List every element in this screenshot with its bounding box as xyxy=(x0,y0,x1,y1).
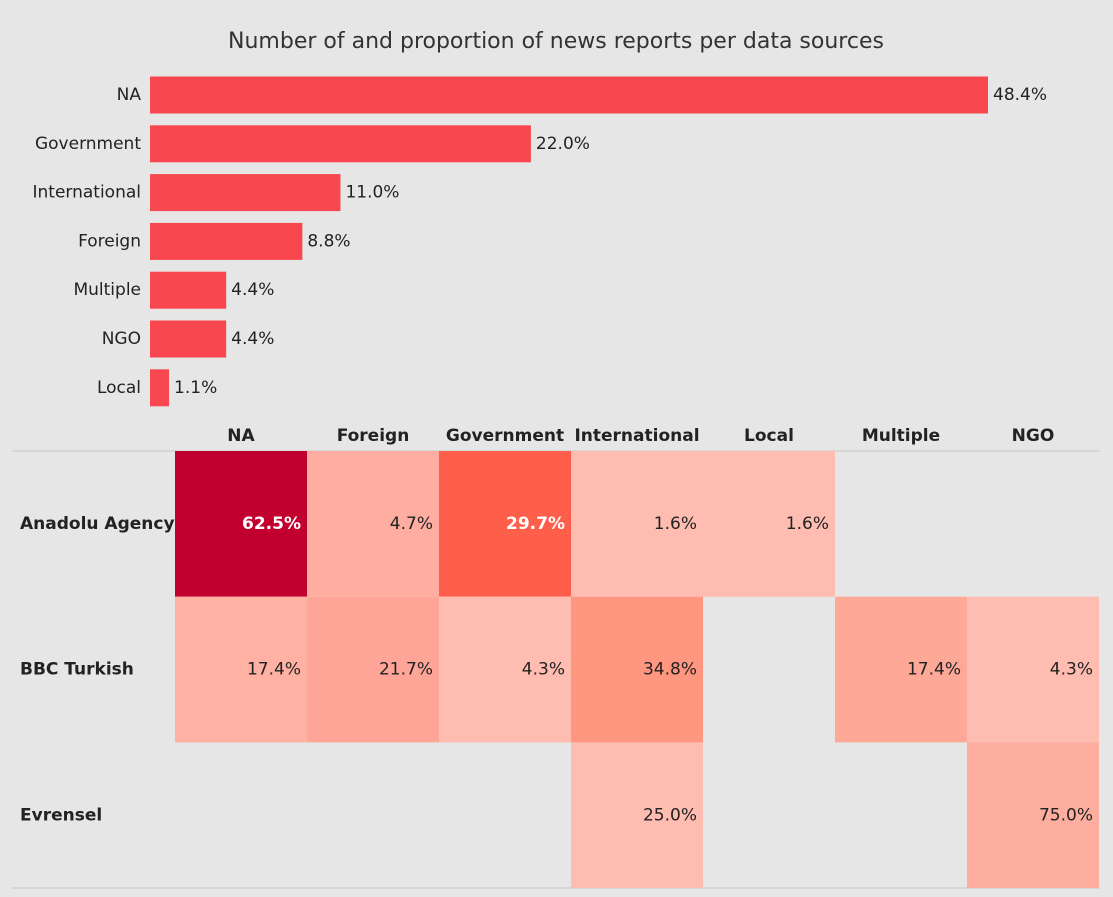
row-label: Anadolu Agency xyxy=(20,514,175,534)
bar xyxy=(150,369,170,407)
heatmap-cell xyxy=(571,596,703,743)
heatmap-cell xyxy=(571,451,703,597)
heatmap-cell xyxy=(967,596,1099,743)
y-tick-label: NGO xyxy=(102,329,141,349)
cell-label: 4.3% xyxy=(1050,660,1093,680)
cell-label: 21.7% xyxy=(379,660,433,680)
column-label: NA xyxy=(227,426,255,446)
y-tick-label: NA xyxy=(117,85,142,105)
bar xyxy=(150,222,303,260)
y-tick-label: Government xyxy=(35,134,141,154)
cell-label: 75.0% xyxy=(1039,805,1093,825)
cell-label: 25.0% xyxy=(643,805,697,825)
data-label: 4.4% xyxy=(231,280,274,300)
y-tick-label: Foreign xyxy=(78,231,141,251)
y-tick-label: Multiple xyxy=(73,280,141,300)
cell-label: 4.3% xyxy=(522,660,565,680)
cell-label: 17.4% xyxy=(907,660,961,680)
column-label: International xyxy=(574,426,699,446)
data-label: 22.0% xyxy=(536,134,590,154)
row-label: Evrensel xyxy=(20,805,102,825)
bar xyxy=(150,320,227,358)
cell-label: 29.7% xyxy=(506,514,565,534)
chart-title: Number of and proportion of news reports… xyxy=(228,29,884,54)
cell-label: 4.7% xyxy=(390,514,433,534)
heatmap-cell xyxy=(175,596,307,743)
column-label: Foreign xyxy=(337,426,410,446)
bar xyxy=(150,125,531,163)
heatmap-cell xyxy=(967,742,1099,889)
cell-label: 1.6% xyxy=(654,514,697,534)
bar xyxy=(150,174,341,212)
column-label: Government xyxy=(446,426,564,446)
column-label: Local xyxy=(744,426,794,446)
data-label: 11.0% xyxy=(345,183,399,203)
heatmap-cell xyxy=(439,451,571,597)
bar xyxy=(150,76,988,114)
data-label: 1.1% xyxy=(174,378,217,398)
y-tick-label: International xyxy=(33,183,142,203)
column-label: NGO xyxy=(1012,426,1055,446)
cell-label: 62.5% xyxy=(242,514,301,534)
cell-label: 1.6% xyxy=(786,514,829,534)
cell-label: 17.4% xyxy=(247,660,301,680)
data-label: 8.8% xyxy=(307,231,350,251)
column-label: Multiple xyxy=(862,426,940,446)
heatmap-cell xyxy=(571,742,703,889)
heatmap-cell xyxy=(835,596,967,743)
y-tick-label: Local xyxy=(97,378,141,398)
heatmap-cell xyxy=(307,451,439,597)
heatmap-cell xyxy=(439,596,571,743)
row-label: BBC Turkish xyxy=(20,660,134,680)
bar xyxy=(150,271,227,309)
cell-label: 34.8% xyxy=(643,660,697,680)
heatmap-cell xyxy=(307,596,439,743)
data-label: 4.4% xyxy=(231,329,274,349)
heatmap-cell xyxy=(175,451,307,597)
data-label: 48.4% xyxy=(993,85,1047,105)
heatmap-cell xyxy=(703,451,835,597)
